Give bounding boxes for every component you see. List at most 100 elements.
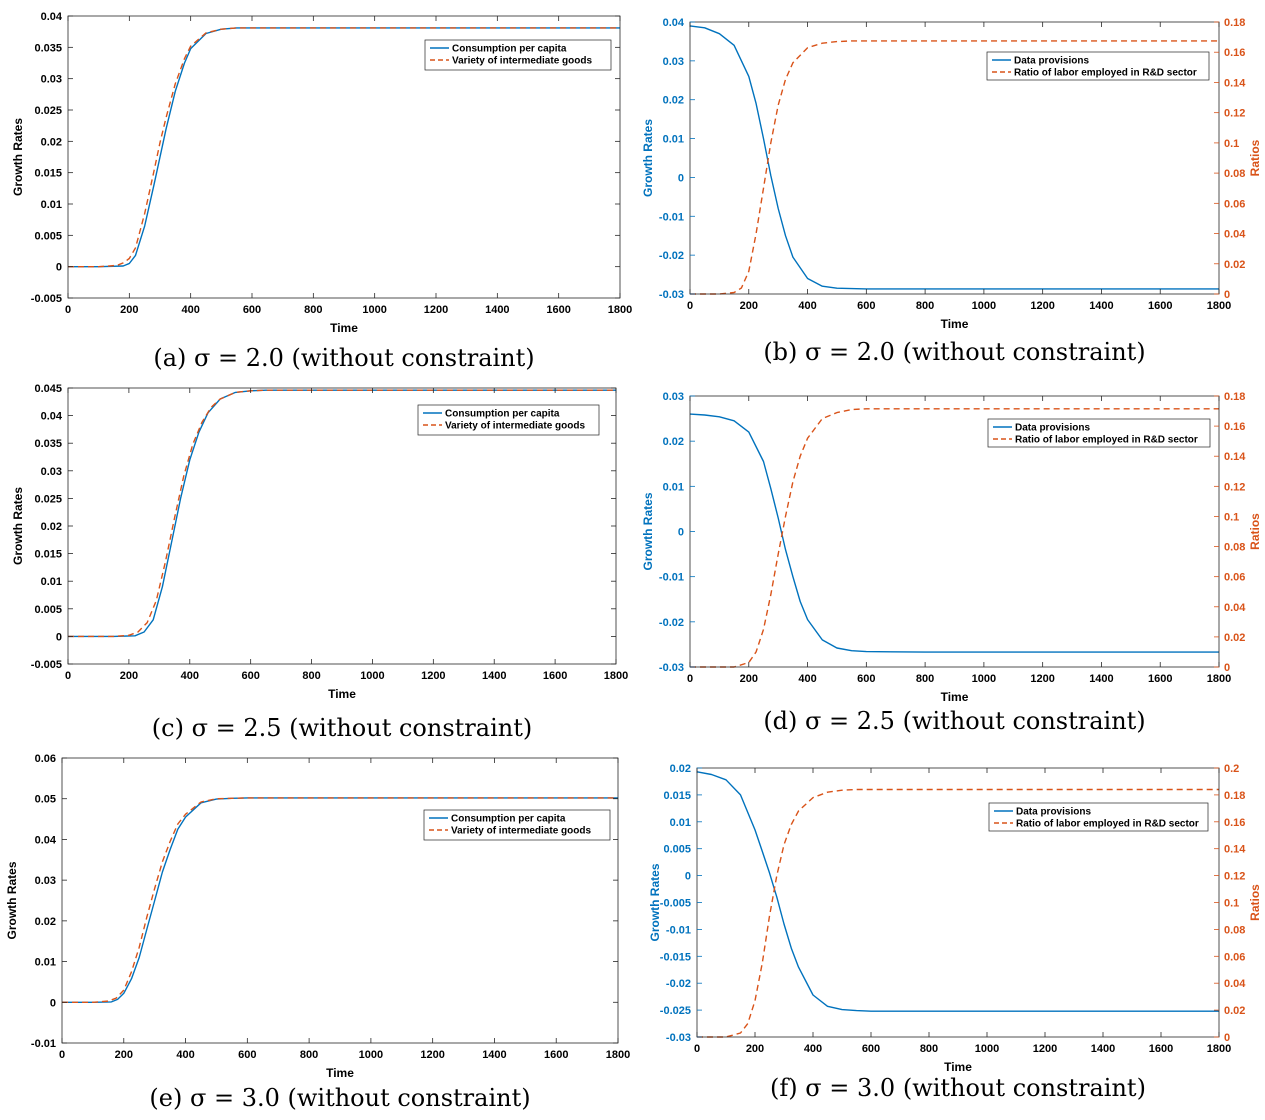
y-axis-label: Growth Rates (648, 863, 662, 941)
y-tick-label: 0.01 (663, 134, 684, 146)
y2-tick-label: 0.06 (1224, 951, 1245, 963)
chart-d: 0 200 400 600 800 1000 1200 1400 1600 1800 Time -0.… (641, 391, 1262, 735)
x-tick-label: 400 (804, 1043, 822, 1055)
x-tick-label: 800 (916, 673, 934, 685)
x-tick-label: 0 (65, 304, 71, 316)
x-tick-label: 1800 (1207, 673, 1231, 685)
y2-tick-label: 0.12 (1224, 481, 1245, 493)
x-tick-label: 1600 (546, 304, 570, 316)
y-tick-label: -0.005 (31, 293, 62, 305)
series-line-secondary (690, 408, 1219, 668)
x-tick-label: 1600 (1148, 673, 1172, 685)
x-tick-label: 400 (181, 304, 199, 316)
y-tick-label: 0 (678, 172, 684, 184)
x-tick-label: 1000 (359, 1049, 383, 1061)
x-tick-label: 800 (300, 1049, 318, 1061)
y-tick-label: 0.01 (41, 576, 62, 588)
x-tick-label: 800 (920, 1043, 938, 1055)
x-tick-label: 200 (115, 1049, 133, 1061)
y2-tick-label: 0.04 (1224, 602, 1246, 614)
y-tick-label: 0.02 (35, 916, 56, 928)
x-tick-label: 1400 (1089, 673, 1113, 685)
legend-box (424, 39, 612, 71)
x-tick-label: 0 (687, 300, 693, 312)
x-tick-label: 1000 (362, 304, 386, 316)
y-tick-label: 0 (56, 631, 62, 643)
x-tick-label: 400 (181, 670, 199, 682)
y-tick-label: -0.01 (659, 211, 684, 223)
y-tick-label: 0.03 (35, 875, 56, 887)
y2-tick-label: 0.08 (1224, 168, 1245, 180)
y-tick-label: 0.035 (34, 42, 62, 54)
y-tick-label: 0.03 (663, 391, 684, 403)
chart-c: 0 200 400 600 800 1000 1200 1400 1600 1800 Time -0.… (11, 383, 628, 742)
y-tick-label: 0 (50, 997, 56, 1009)
y-tick-label: -0.02 (659, 617, 684, 629)
x-axis-label: Time (941, 690, 969, 704)
plot-frame (67, 15, 621, 299)
x-tick-label: 0 (694, 1043, 700, 1055)
y-tick-label: 0.005 (663, 844, 691, 856)
x-tick-label: 0 (59, 1049, 65, 1061)
x-tick-label: 1800 (608, 304, 632, 316)
y2-tick-label: 0.12 (1224, 108, 1245, 120)
legend-entry: Variety of intermediate goods (452, 56, 592, 67)
y2-tick-label: 0.12 (1224, 871, 1245, 883)
subfigure-caption: (f) σ = 3.0 (without constraint) (770, 1074, 1146, 1102)
x-tick-label: 1800 (1207, 1043, 1231, 1055)
y2-tick-label: 0.08 (1224, 924, 1245, 936)
y-tick-label: 0.01 (35, 957, 56, 969)
subfigure-caption: (c) σ = 2.5 (without constraint) (152, 714, 532, 742)
y-tick-label: 0.02 (670, 763, 691, 775)
y2-tick-label: 0.1 (1224, 138, 1239, 150)
plot-frame (61, 757, 619, 1044)
series-line-secondary (697, 788, 1219, 1038)
y2-tick-label: 0.16 (1224, 47, 1245, 59)
y-tick-label: 0.015 (34, 168, 62, 180)
legend-entry: Ratio of labor employed in R&D sector (1014, 68, 1197, 79)
y2-tick-label: 0.04 (1224, 978, 1246, 990)
x-tick-label: 400 (798, 673, 816, 685)
y-tick-label: -0.005 (660, 898, 691, 910)
x-tick-label: 1600 (543, 670, 567, 682)
series-line-secondary (62, 797, 618, 1003)
y2-tick-label: 0.08 (1224, 542, 1245, 554)
y-tick-label: 0.025 (34, 493, 62, 505)
y-axis-label: Growth Rates (11, 118, 25, 196)
legend-box (423, 809, 611, 841)
y-tick-label: 0.04 (35, 834, 57, 846)
x-axis-label: Time (330, 321, 358, 335)
y-tick-label: 0.04 (663, 17, 685, 29)
x-tick-label: 1600 (544, 1049, 568, 1061)
x-tick-label: 1800 (1207, 300, 1231, 312)
y2-axis-label: Ratios (1248, 884, 1262, 921)
y-tick-label: -0.02 (666, 978, 691, 990)
y-tick-label: -0.03 (659, 289, 684, 301)
y-tick-label: -0.03 (666, 1032, 691, 1044)
y-tick-label: 0.03 (41, 74, 62, 86)
y2-tick-label: 0.02 (1224, 1005, 1245, 1017)
y-tick-label: 0.03 (663, 56, 684, 68)
x-axis-label: Time (326, 1066, 354, 1080)
plot-frame (689, 21, 1220, 295)
legend-box (986, 51, 1210, 81)
x-tick-label: 600 (238, 1049, 256, 1061)
y2-tick-label: 0.06 (1224, 198, 1245, 210)
y2-tick-label: 0.18 (1224, 391, 1245, 403)
x-tick-label: 1400 (485, 304, 509, 316)
y-tick-label: 0.04 (41, 11, 63, 23)
x-tick-label: 1000 (972, 300, 996, 312)
x-tick-label: 800 (304, 304, 322, 316)
y2-tick-label: 0.14 (1224, 844, 1246, 856)
x-tick-label: 1400 (1089, 300, 1113, 312)
y2-tick-label: 0 (1224, 1032, 1230, 1044)
y2-tick-label: 0 (1224, 662, 1230, 674)
legend-entry: Data provisions (1016, 807, 1091, 818)
subfigure-caption: (b) σ = 2.0 (without constraint) (763, 338, 1145, 366)
y2-tick-label: 0.2 (1224, 763, 1239, 775)
chart-f: 0 200 400 600 800 1000 1200 1400 1600 1800 Time -0.… (648, 763, 1262, 1102)
x-tick-label: 1200 (1030, 300, 1054, 312)
y-tick-label: 0.02 (663, 95, 684, 107)
x-tick-label: 600 (862, 1043, 880, 1055)
